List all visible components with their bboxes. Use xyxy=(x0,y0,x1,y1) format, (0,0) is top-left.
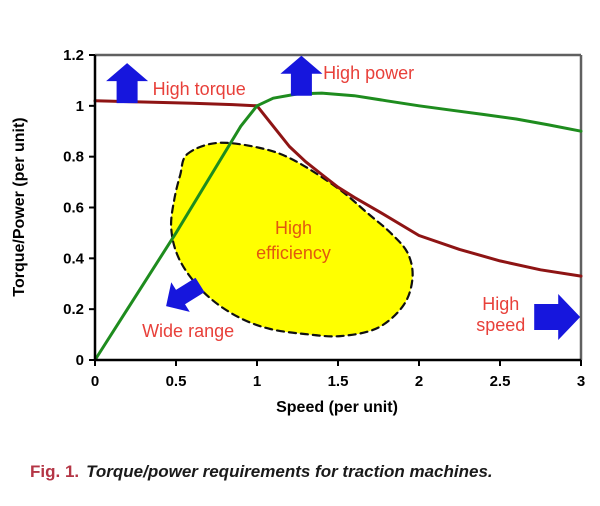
y-tick-label: 0.8 xyxy=(63,149,84,166)
figure-caption-text: Torque/power requirements for traction m… xyxy=(86,462,493,481)
annotation-arrows xyxy=(106,55,581,340)
power-curve xyxy=(93,91,583,362)
x-axis-title: Speed (per unit) xyxy=(276,399,398,416)
y-tick-label: 0.4 xyxy=(63,250,85,267)
high-speed-label: High xyxy=(482,294,519,314)
tick-marks xyxy=(89,54,582,366)
high-speed-arrow xyxy=(534,294,581,340)
wide-range-label: Wide range xyxy=(142,321,234,341)
high-power-label: High power xyxy=(323,63,414,83)
torque-curve xyxy=(93,99,583,278)
tick-labels: 0 0.5 1 1.5 2 2.5 3 0 0.2 0.4 0.6 0.8 1 1.2 xyxy=(63,47,585,390)
high-efficiency-region xyxy=(169,141,414,338)
plot-frame xyxy=(95,53,583,360)
high-torque-label: High torque xyxy=(153,79,246,99)
x-tick-label: 1 xyxy=(253,373,261,390)
y-tick-label: 1 xyxy=(76,98,84,115)
high-speed-label: speed xyxy=(476,315,525,335)
traction-chart: 0 0.5 1 1.5 2 2.5 3 0 0.2 0.4 0.6 0.8 1 1.2 Speed (pe… xyxy=(11,47,585,416)
y-tick-label: 1.2 xyxy=(63,47,84,64)
high-torque-arrow xyxy=(106,63,149,104)
x-tick-label: 0 xyxy=(91,373,99,390)
high-power-arrow xyxy=(280,55,323,96)
x-tick-label: 2.5 xyxy=(490,373,511,390)
wide-range-arrow xyxy=(166,277,205,312)
figure-caption-label: Fig. 1. xyxy=(30,462,80,481)
y-tick-label: 0 xyxy=(76,352,84,369)
high-efficiency-label: High xyxy=(275,218,312,238)
y-tick-label: 0.6 xyxy=(63,200,84,217)
y-tick-label: 0.2 xyxy=(63,301,84,318)
high-efficiency-label: efficiency xyxy=(256,243,331,263)
y-axis-title: Torque/Power (per unit) xyxy=(11,117,28,296)
x-tick-label: 0.5 xyxy=(166,373,187,390)
x-tick-label: 2 xyxy=(415,373,423,390)
annotation-labels: High torque High power High efficiency Wide … xyxy=(142,63,525,341)
x-tick-label: 3 xyxy=(577,373,585,390)
x-tick-label: 1.5 xyxy=(328,373,349,390)
curves xyxy=(93,91,583,362)
figure-caption: Fig. 1. Torque/power requirements for tr… xyxy=(30,462,493,482)
